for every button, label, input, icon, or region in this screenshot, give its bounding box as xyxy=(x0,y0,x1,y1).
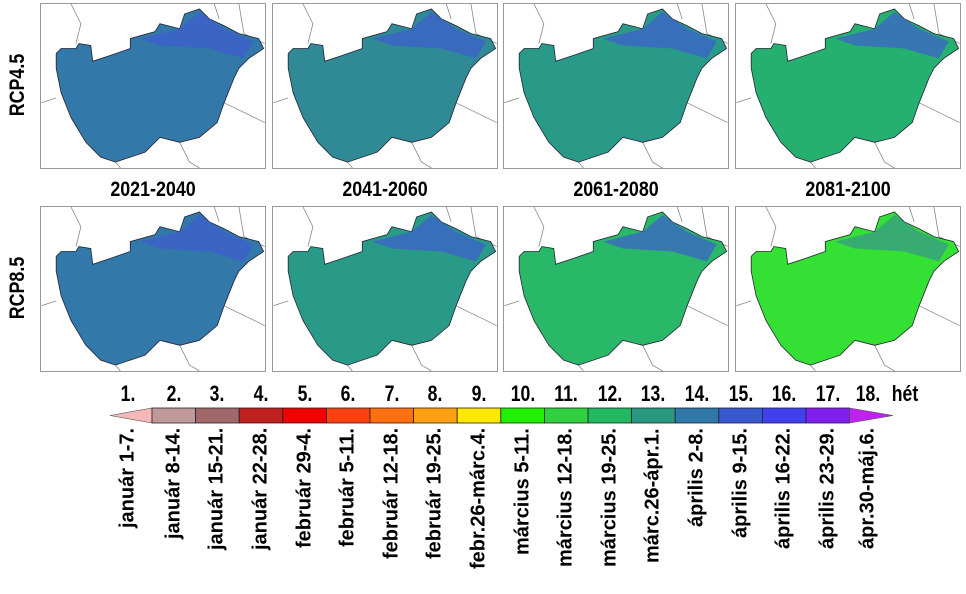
colorbar-swatch xyxy=(238,407,284,424)
week-number: 15. xyxy=(728,381,753,406)
period-label: 2041-2060 xyxy=(342,178,428,201)
week-date-label: február 5-11. xyxy=(336,428,359,547)
colorbar-max-arrow xyxy=(849,407,894,424)
week-date-label: április 9-15. xyxy=(729,427,752,538)
week-number: 14. xyxy=(684,381,710,406)
map-panel xyxy=(40,3,266,169)
week-date-label: márc.26-ápr.1. xyxy=(641,428,664,563)
colorbar-swatch xyxy=(369,407,414,424)
period-label: 2061-2080 xyxy=(573,178,659,201)
week-number: 11. xyxy=(554,381,578,406)
week-number: 2. xyxy=(166,381,182,406)
colorbar-swatch xyxy=(195,407,240,424)
colorbar-swatch xyxy=(456,407,502,424)
week-date-label: január 1-7. xyxy=(116,427,139,528)
colorbar-swatch xyxy=(587,407,632,424)
week-number: 3. xyxy=(210,381,225,406)
map-panel xyxy=(503,206,729,372)
week-number: 1. xyxy=(120,381,136,406)
week-date-label: április 16-22. xyxy=(772,427,795,549)
colorbar-min-arrow xyxy=(109,407,153,424)
period-label: 2081-2100 xyxy=(805,178,891,201)
colorbar-swatch xyxy=(805,407,850,424)
week-number: 10. xyxy=(510,381,535,406)
week-date-label: febr.26-márc.4. xyxy=(467,427,490,569)
week-date-label: április 23-29. xyxy=(816,427,839,549)
week-date-label: január 22-28. xyxy=(249,427,272,550)
week-number: 17. xyxy=(815,381,841,406)
week-number: 8. xyxy=(428,381,443,406)
week-date-label: március 12-18. xyxy=(554,428,577,567)
week-date-label: január 15-21. xyxy=(205,427,228,550)
week-date-label: ápr.30-máj.6. xyxy=(856,427,879,549)
week-number: 9. xyxy=(471,381,487,406)
colorbar-swatch xyxy=(631,407,676,424)
map-panel xyxy=(735,3,961,169)
map-panel xyxy=(272,206,498,372)
week-date-label: február 12-18. xyxy=(380,427,403,559)
colorbar-swatch xyxy=(325,407,371,424)
colorbar-swatch xyxy=(151,407,196,424)
week-number: 4. xyxy=(253,381,269,406)
week-number: 18. xyxy=(855,381,881,406)
colorbar-swatch xyxy=(674,407,720,424)
colorbar-swatch xyxy=(544,407,589,424)
map-panel xyxy=(272,3,498,169)
colorbar-swatch xyxy=(762,407,807,424)
map-panel xyxy=(40,206,266,372)
colorbar-swatch xyxy=(413,407,458,424)
map-panel xyxy=(503,3,729,169)
week-number: 12. xyxy=(597,381,623,406)
week-number: 16. xyxy=(771,381,797,406)
week-date-label: április 2-8. xyxy=(685,428,708,527)
week-number: 7. xyxy=(384,381,400,406)
week-date-label: március 19-25. xyxy=(598,428,621,567)
period-label: 2021-2040 xyxy=(110,178,196,201)
map-panel xyxy=(735,206,961,372)
week-date-label: március 5-11. xyxy=(511,428,534,555)
week-date-label: január 8-14. xyxy=(162,427,185,539)
colorbar-swatch xyxy=(718,407,763,424)
week-number: 13. xyxy=(641,381,666,406)
colorbar-swatch xyxy=(500,407,545,424)
week-number: 5. xyxy=(297,381,312,406)
week-number: 6. xyxy=(340,381,356,406)
week-date-label: február 29-4. xyxy=(293,427,316,548)
hungary-map xyxy=(750,211,960,366)
week-date-label: február 19-25. xyxy=(423,427,446,559)
colorbar-swatch xyxy=(282,407,327,424)
unit-label: hét xyxy=(891,381,919,406)
